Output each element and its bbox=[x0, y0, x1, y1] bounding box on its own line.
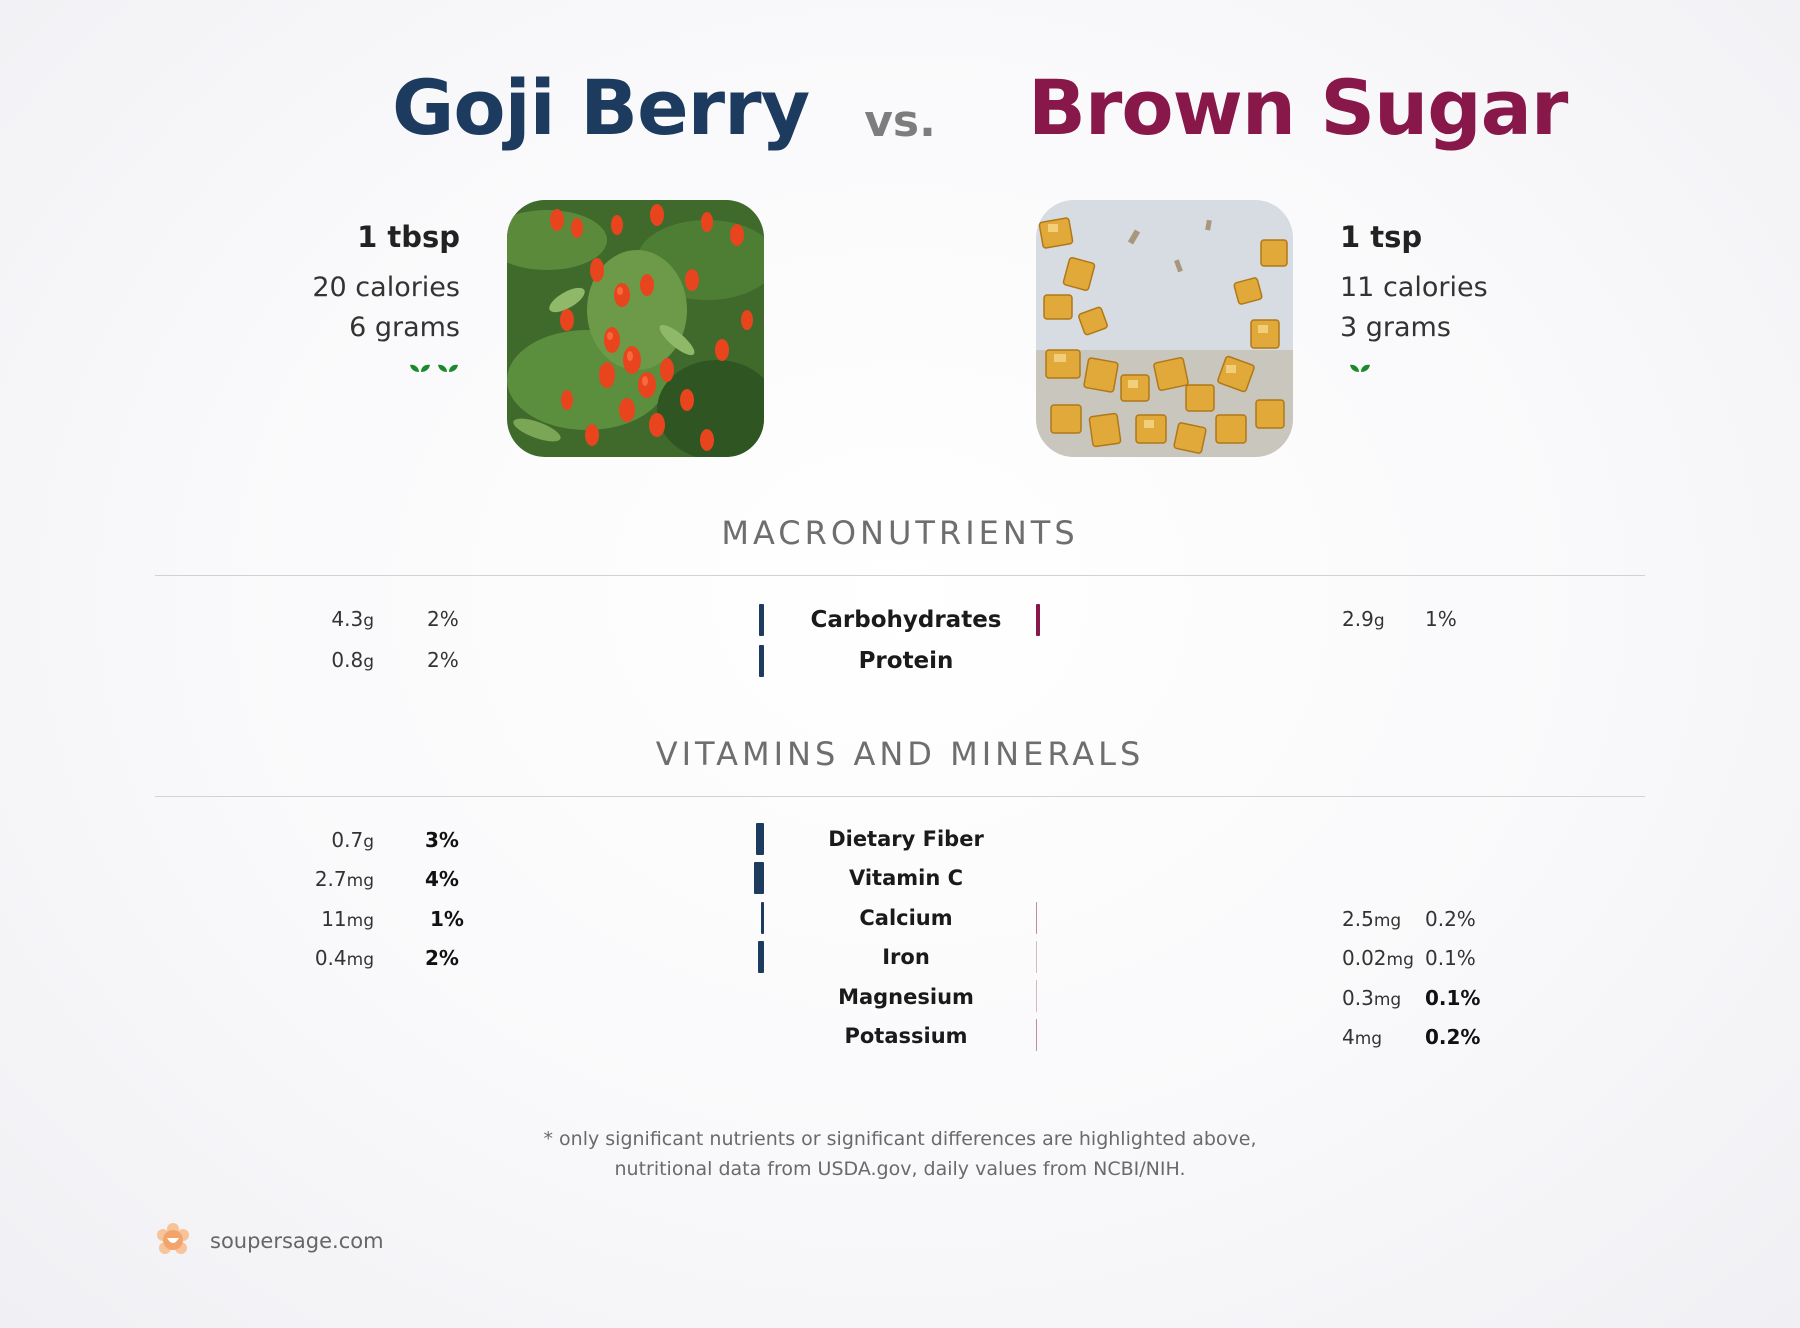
vitamin-c-left-percent: 4% bbox=[425, 867, 459, 891]
sprout-icon bbox=[410, 364, 430, 382]
iron-label: Iron bbox=[882, 945, 930, 969]
vs-label: vs. bbox=[864, 96, 936, 147]
right-grams: 3 grams bbox=[1340, 312, 1451, 343]
footnote-line-1: * only significant nutrients or signific… bbox=[543, 1128, 1257, 1150]
calcium-right-percent: 0.2% bbox=[1425, 907, 1476, 931]
macronutrients-divider bbox=[155, 575, 1645, 576]
footnote: * only significant nutrients or signific… bbox=[0, 1124, 1800, 1184]
carbohydrates-left-percent: 2% bbox=[427, 607, 459, 631]
potassium-label: Potassium bbox=[844, 1024, 968, 1048]
potassium-right-value: 4mg bbox=[1342, 1025, 1383, 1049]
calcium-left-value: 11mg bbox=[321, 907, 374, 931]
left-serving: 1 tbsp bbox=[357, 220, 460, 254]
soupersage-link[interactable]: soupersage.com bbox=[210, 1229, 384, 1253]
potassium-right-percent: 0.2% bbox=[1425, 1025, 1481, 1049]
calcium-right-bar bbox=[1036, 902, 1037, 934]
carbohydrates-right-percent: 1% bbox=[1425, 607, 1457, 631]
soupersage-logo-icon bbox=[157, 1223, 189, 1254]
iron-right-value: 0.02mg bbox=[1342, 946, 1414, 970]
vitamins-minerals-heading: VITAMINS AND MINERALS bbox=[655, 735, 1145, 773]
carbohydrates-right-bar bbox=[1036, 604, 1040, 636]
dietary-fiber-left-bar bbox=[756, 823, 764, 855]
iron-left-value: 0.4mg bbox=[314, 946, 374, 970]
macronutrients-heading: MACRONUTRIENTS bbox=[721, 514, 1079, 552]
carbohydrates-left-bar bbox=[759, 604, 764, 636]
vitamin-c-label: Vitamin C bbox=[848, 866, 964, 890]
magnesium-right-percent: 0.1% bbox=[1425, 986, 1481, 1010]
left-calories: 20 calories bbox=[312, 272, 460, 303]
calcium-left-percent: 1% bbox=[430, 907, 464, 931]
sprout-icon bbox=[1350, 364, 1370, 382]
goji-berry-image bbox=[507, 200, 764, 457]
vitamin-c-left-bar bbox=[754, 862, 764, 894]
magnesium-right-value: 0.3mg bbox=[1342, 986, 1402, 1010]
sprout-icon bbox=[438, 364, 458, 382]
brown-sugar-image bbox=[1036, 200, 1293, 457]
carbohydrates-right-value: 2.9g bbox=[1342, 607, 1385, 631]
iron-right-percent: 0.1% bbox=[1425, 946, 1476, 970]
calcium-left-bar bbox=[761, 902, 764, 934]
protein-label: Protein bbox=[858, 648, 954, 674]
iron-left-percent: 2% bbox=[425, 946, 459, 970]
left-food-title: Goji Berry bbox=[392, 63, 810, 152]
magnesium-label: Magnesium bbox=[838, 985, 974, 1009]
calcium-right-value: 2.5mg bbox=[1342, 907, 1402, 931]
iron-right-bar bbox=[1036, 941, 1037, 973]
right-sprout-rating bbox=[1348, 360, 1372, 386]
carbohydrates-left-value: 4.3g bbox=[331, 607, 374, 631]
left-grams: 6 grams bbox=[349, 312, 460, 343]
protein-left-value: 0.8g bbox=[331, 648, 374, 672]
left-sprout-rating bbox=[408, 360, 460, 386]
right-serving: 1 tsp bbox=[1340, 220, 1423, 254]
dietary-fiber-left-value: 0.7g bbox=[331, 828, 374, 852]
protein-left-percent: 2% bbox=[427, 648, 459, 672]
potassium-right-bar bbox=[1036, 1019, 1037, 1051]
magnesium-right-bar bbox=[1036, 980, 1037, 1012]
right-food-title: Brown Sugar bbox=[1028, 63, 1568, 152]
carbohydrates-label: Carbohydrates bbox=[810, 607, 1002, 633]
protein-left-bar bbox=[759, 645, 764, 677]
vitamins-minerals-divider bbox=[155, 796, 1645, 797]
dietary-fiber-label: Dietary Fiber bbox=[828, 827, 984, 851]
vitamin-c-left-value: 2.7mg bbox=[314, 867, 374, 891]
calcium-label: Calcium bbox=[859, 906, 953, 930]
footnote-line-2: nutritional data from USDA.gov, daily va… bbox=[614, 1158, 1186, 1180]
right-calories: 11 calories bbox=[1340, 272, 1488, 303]
iron-left-bar bbox=[758, 941, 764, 973]
dietary-fiber-left-percent: 3% bbox=[425, 828, 459, 852]
